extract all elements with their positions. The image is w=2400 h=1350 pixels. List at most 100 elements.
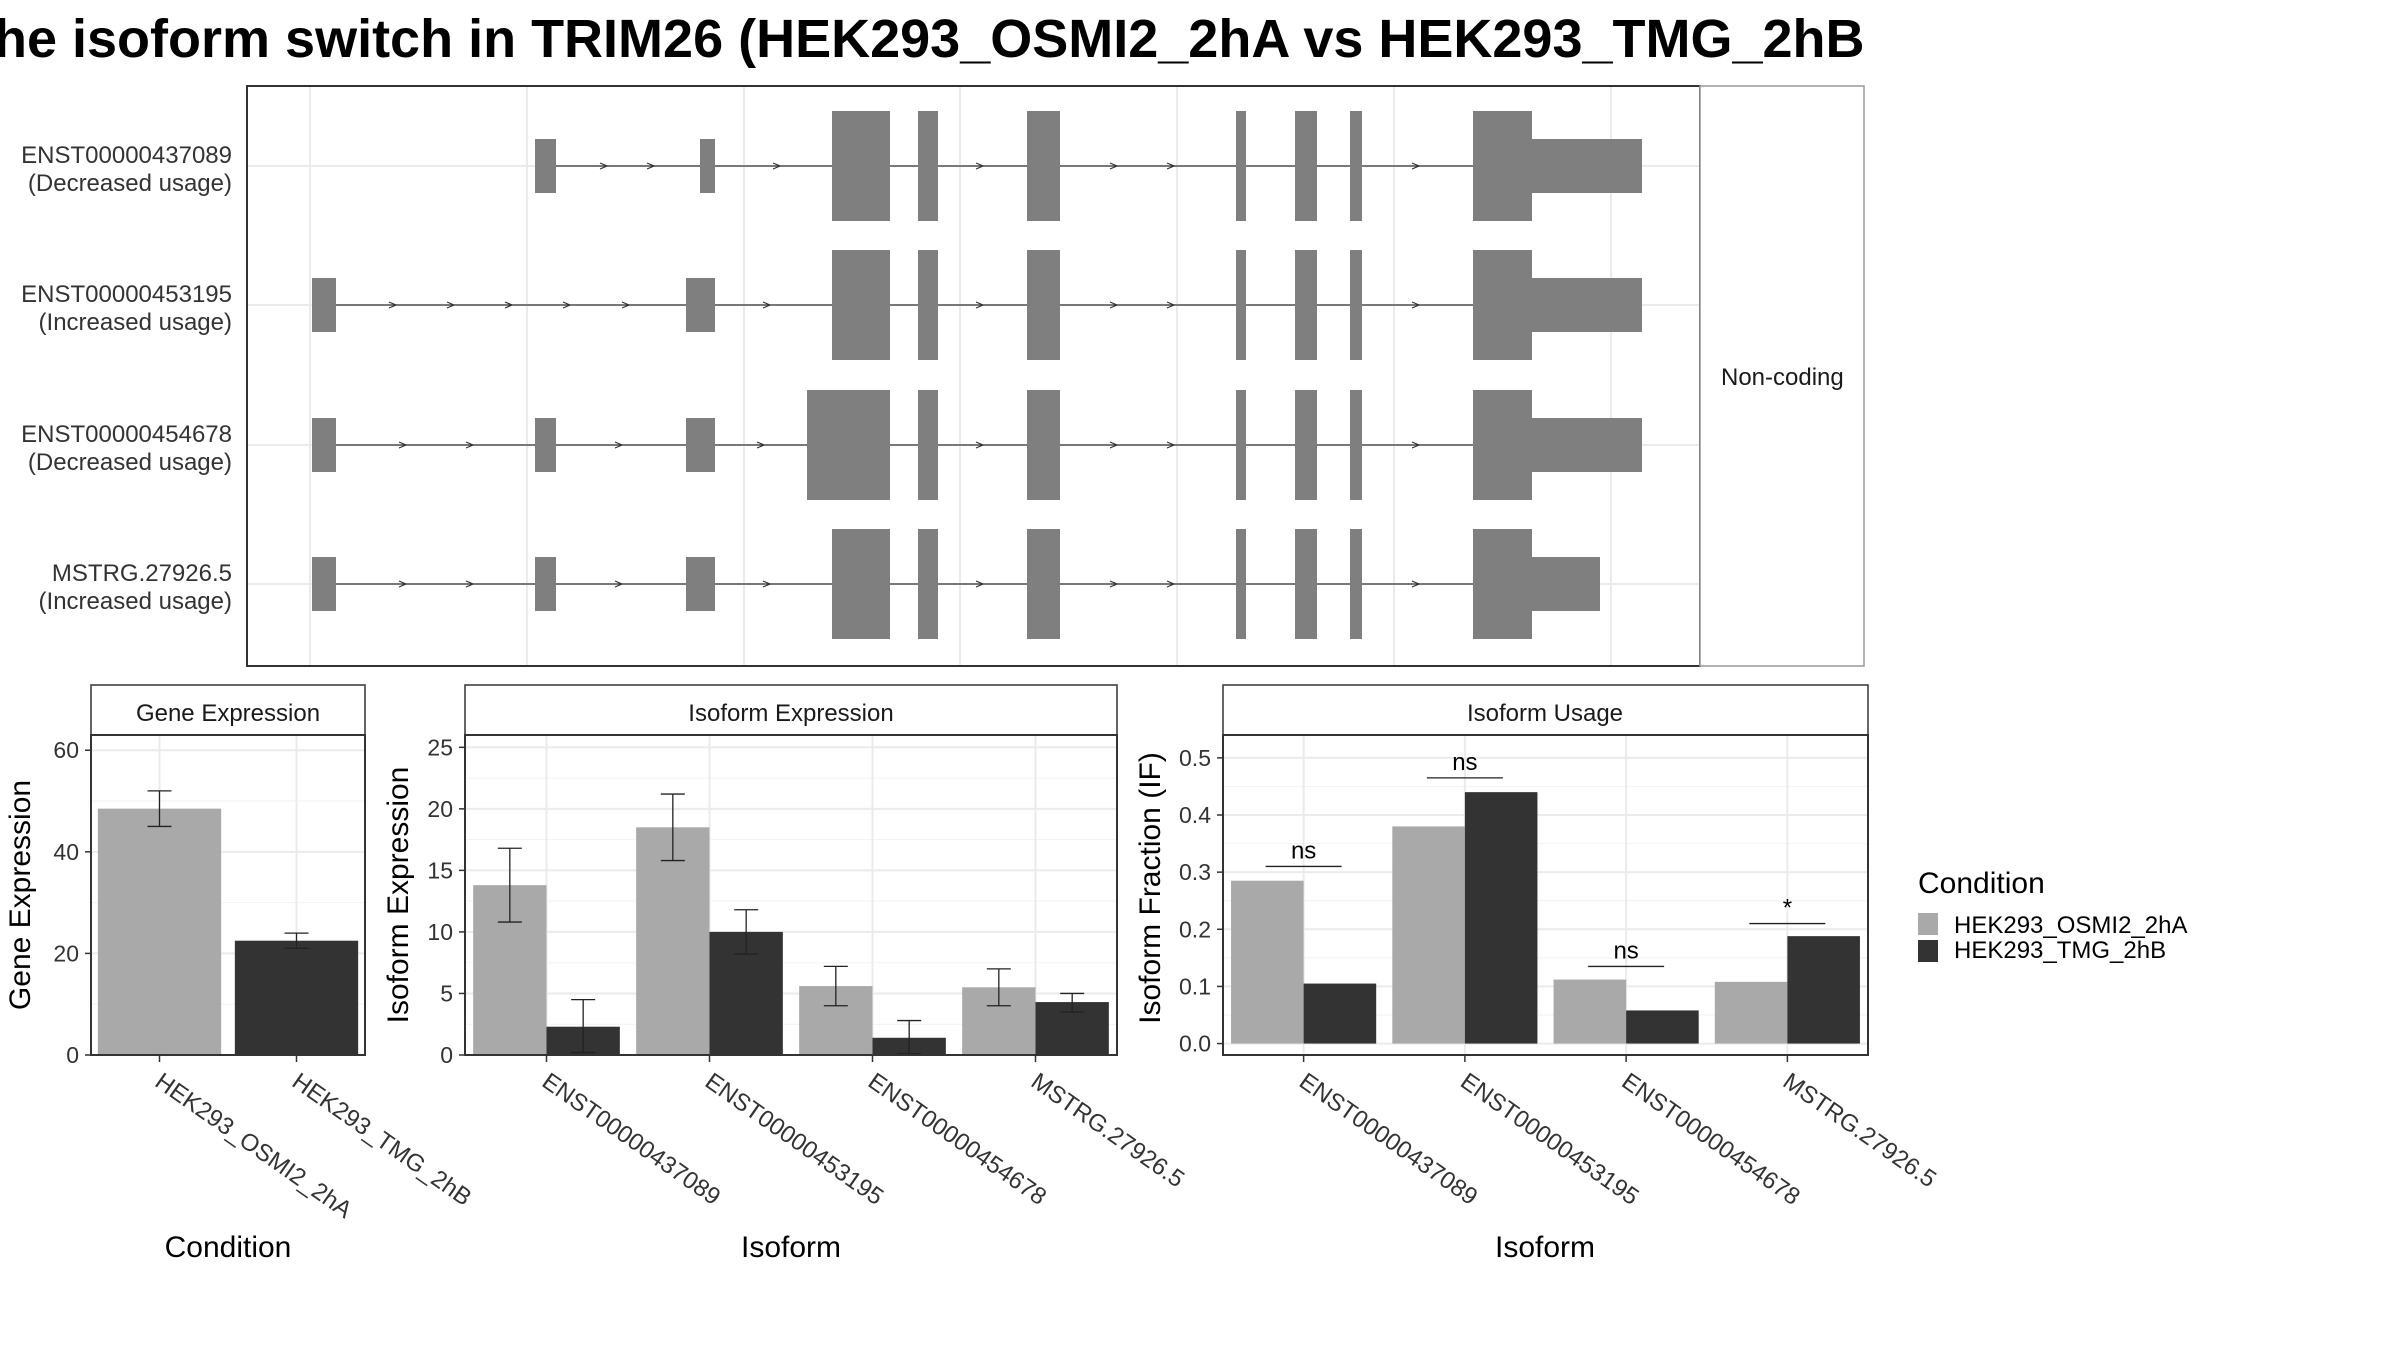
- bar-HEK293_OSMI2_2hA-ENST00000437089: [1231, 880, 1304, 1044]
- chart-panel-2: Isoform Usage 0.0 0.1 0.2 0.3 0.4 0.5 ns ns ns * EN…: [1134, 684, 1941, 1264]
- intron-arrow-3-5: [1109, 580, 1119, 588]
- intron-arrow-0-6: [1411, 162, 1421, 170]
- exon-3-5: [918, 529, 938, 639]
- intron-arrow-1-9: [1411, 301, 1421, 309]
- x-tick-label: MSTRG.27926.5: [1026, 1068, 1189, 1193]
- intron-arrow-3-6: [1166, 580, 1176, 588]
- intron-arrow-0-5: [1166, 162, 1176, 170]
- bar-HEK293_OSMI2_2hA-ENST00000453195: [1392, 826, 1465, 1044]
- panel-strip-title: Gene Expression: [136, 700, 320, 727]
- exon-0-last-cds: [1473, 111, 1532, 221]
- significance-label: ns: [1291, 837, 1316, 864]
- panel-strip: [1222, 684, 1869, 736]
- y-tick-label: 10: [427, 919, 453, 945]
- exon-2-8: [1295, 390, 1317, 500]
- exon-2-4: [850, 390, 890, 500]
- intron-arrow-1-7: [1109, 301, 1119, 309]
- x-tick-label: ENST00000454678: [863, 1068, 1051, 1211]
- intron-arrow-2-4: [975, 441, 985, 449]
- intron-arrow-1-8: [1166, 301, 1176, 309]
- exon-0-7: [1295, 111, 1317, 221]
- exon-2-last-utr: [1532, 418, 1642, 472]
- intron-arrow-2-7: [1411, 441, 1421, 449]
- x-tick-label: MSTRG.27926.5: [1778, 1068, 1941, 1193]
- intron-arrow-3-1: [465, 580, 475, 588]
- y-tick-label: 0: [66, 1042, 79, 1068]
- exon-2-5: [918, 390, 938, 500]
- x-axis-title: Isoform: [741, 1231, 841, 1264]
- bar-HEK293_TMG_2hB-ENST00000437089: [1303, 983, 1377, 1044]
- x-axis-title: Isoform: [1495, 1231, 1595, 1264]
- exon-3-1: [535, 557, 556, 611]
- y-tick-label: 20: [53, 940, 79, 966]
- transcript-label: ENST00000437089: [21, 142, 232, 169]
- exon-0-6: [1236, 111, 1246, 221]
- y-tick-label: 0: [440, 1042, 453, 1068]
- intron-arrow-2-6: [1166, 441, 1176, 449]
- panel-strip: [90, 684, 366, 736]
- intron-arrow-3-2: [614, 580, 624, 588]
- exon-2-1: [535, 418, 556, 472]
- x-tick-label: ENST00000437089: [537, 1068, 725, 1211]
- exon-2-6: [1027, 390, 1060, 500]
- exon-0-8: [1350, 111, 1362, 221]
- plot-border: [464, 734, 1118, 1056]
- y-tick-label: 5: [440, 980, 453, 1006]
- exon-3-9: [1350, 529, 1362, 639]
- exon-3-last-cds: [1473, 529, 1532, 639]
- legend-swatch-a: [1918, 913, 1938, 935]
- transcript-usage-label: (Decreased usage): [28, 449, 232, 476]
- legend-swatch-b: [1918, 940, 1938, 962]
- exon-2-utr: [832, 418, 850, 472]
- intron-arrow-0-4: [1109, 162, 1119, 170]
- exon-1-last-utr: [1532, 278, 1642, 332]
- y-tick-label: 0.2: [1179, 916, 1211, 942]
- intron-arrow-2-0: [398, 441, 408, 449]
- transcript-label: MSTRG.27926.5: [52, 560, 232, 587]
- intron-arrow-2-2: [614, 441, 624, 449]
- exon-0-5: [1027, 111, 1060, 221]
- x-axis-title: Condition: [165, 1231, 292, 1264]
- y-tick-label: 0.0: [1179, 1031, 1211, 1057]
- y-tick-label: 0.3: [1179, 859, 1211, 885]
- plot-border: [1222, 734, 1869, 1056]
- exon-0-1: [700, 139, 715, 193]
- transcript-usage-label: (Decreased usage): [28, 170, 232, 197]
- exon-3-0: [312, 557, 336, 611]
- exon-0-4: [918, 111, 938, 221]
- significance-label: *: [1783, 895, 1792, 922]
- figure-title: he isoform switch in TRIM26 (HEK293_OSMI…: [0, 9, 1865, 69]
- exon-3-4: [850, 529, 890, 639]
- intron-arrow-2-1: [465, 441, 475, 449]
- panel-strip: [464, 684, 1118, 736]
- y-tick-label: 15: [427, 857, 453, 883]
- exon-3-8: [1295, 529, 1317, 639]
- intron-arrow-1-5: [762, 301, 772, 309]
- significance-label: ns: [1613, 937, 1638, 964]
- y-tick-label: 40: [53, 839, 79, 865]
- transcript-usage-label: (Increased usage): [39, 588, 232, 615]
- bar-HEK293_OSMI2_2hA-ENST00000453195: [636, 827, 710, 1055]
- exon-2-9: [1350, 390, 1362, 500]
- y-axis-title: Isoform Expression: [382, 767, 415, 1024]
- exon-0-utr: [832, 139, 850, 193]
- bar-HEK293_OSMI2_2hA-ENST00000454678: [1553, 979, 1627, 1044]
- legend-label-a: HEK293_OSMI2_2hA: [1954, 912, 2187, 939]
- exon-1-1: [686, 278, 715, 332]
- intron-arrow-1-3: [562, 301, 572, 309]
- x-tick-label: ENST00000453195: [1455, 1068, 1643, 1211]
- panel-strip-title: Isoform Usage: [1467, 700, 1623, 727]
- exon-1-7: [1295, 250, 1317, 360]
- intron-arrow-0-2: [772, 162, 782, 170]
- exon-0-3: [850, 111, 890, 221]
- exon-3-2: [686, 557, 715, 611]
- bar-HEK293_TMG_2hB-ENST00000453195: [1464, 792, 1538, 1044]
- exon-1-0: [312, 278, 336, 332]
- y-tick-label: 60: [53, 737, 79, 763]
- x-tick-label: ENST00000437089: [1294, 1068, 1482, 1211]
- bar-HEK293_OSMI2_2hA-HEK293_OSMI2_2hA: [97, 808, 222, 1055]
- y-axis-title: Isoform Fraction (IF): [1134, 752, 1167, 1024]
- bar-HEK293_TMG_2hB-HEK293_TMG_2hB: [234, 940, 359, 1055]
- intron-arrow-2-5: [1109, 441, 1119, 449]
